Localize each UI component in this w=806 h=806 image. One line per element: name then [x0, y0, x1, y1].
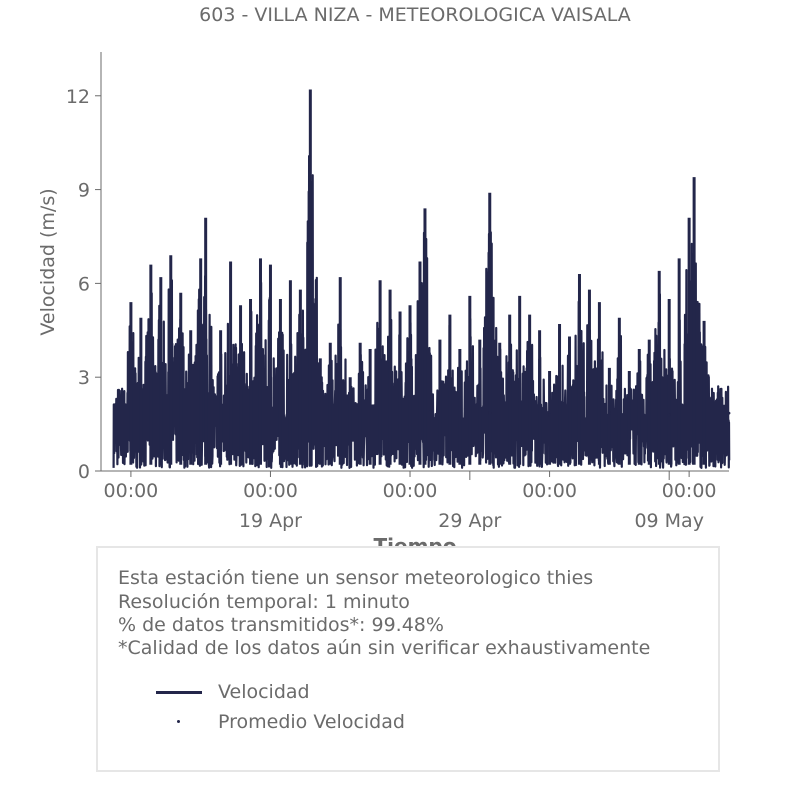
y-tick-label: 6 — [78, 273, 90, 295]
x-tick-label: 00:00 — [383, 480, 438, 502]
info-transmitted-text: % de datos transmitidos*: 99.48% — [118, 614, 444, 636]
legend-dot-swatch — [156, 709, 202, 735]
legend-line-swatch — [156, 679, 202, 705]
series-promedio-point — [548, 413, 551, 417]
info-sensor-text: Esta estación tiene un sensor meteorolog… — [118, 567, 594, 589]
y-tick-label: 3 — [78, 367, 90, 389]
series-promedio-point — [727, 411, 731, 415]
y-axis-label: Velocidad (m/s) — [37, 188, 59, 335]
x-tick-date-label: 29 Apr — [438, 510, 501, 532]
legend-label-velocidad: Velocidad — [218, 681, 310, 703]
info-box: Esta estación tiene un sensor meteorolog… — [96, 546, 720, 772]
chart-title: 603 - VILLA NIZA - METEOROLOGICA VAISALA — [199, 4, 631, 26]
x-tick-label: 00:00 — [104, 480, 159, 502]
info-quality-note: *Calidad de los datos aún sin verificar … — [118, 637, 651, 659]
y-tick-label: 12 — [66, 86, 90, 108]
legend-item-velocidad: Velocidad — [156, 679, 310, 705]
info-resolution-text: Resolución temporal: 1 minuto — [118, 591, 410, 613]
x-tick-date-label: 19 Apr — [239, 510, 302, 532]
x-tick-label: 00:00 — [243, 480, 298, 502]
legend-item-promedio: Promedio Velocidad — [156, 709, 405, 735]
series-promedio-point — [667, 413, 671, 417]
series-promedio-point — [488, 411, 492, 415]
y-tick-label: 0 — [78, 461, 90, 483]
y-tick-label: 9 — [78, 180, 90, 202]
legend-label-promedio: Promedio Velocidad — [218, 711, 405, 733]
series-promedio-point — [607, 411, 611, 415]
x-tick-label: 00:00 — [522, 480, 577, 502]
x-tick-date-label: 09 May — [634, 510, 704, 532]
x-tick-label: 00:00 — [662, 480, 717, 502]
series-promedio-point — [428, 410, 432, 413]
